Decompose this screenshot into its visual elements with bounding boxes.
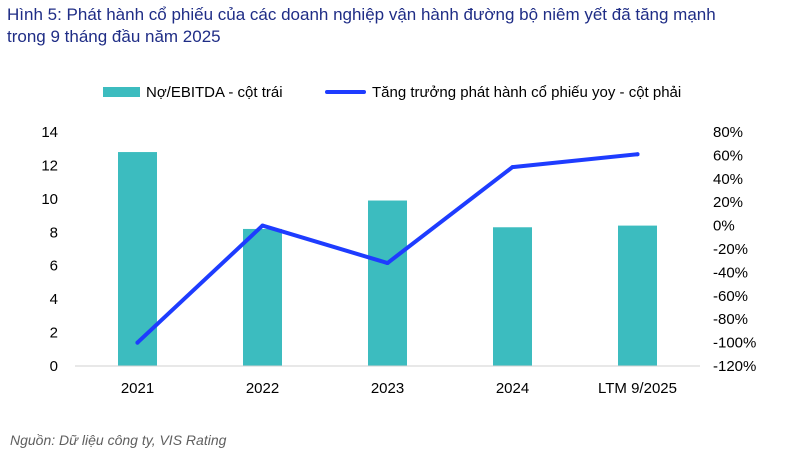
x-tick-label: LTM 9/2025 <box>598 380 677 397</box>
line-point-2024 <box>510 165 515 170</box>
left-tick-label: 10 <box>41 191 58 208</box>
left-axis: 0 2 4 6 8 10 12 14 <box>41 124 58 375</box>
bar-2023 <box>368 200 407 366</box>
right-axis: -120% -100% -80% -60% -40% -20% 0% 20% 40% 60% 80% <box>713 124 756 375</box>
left-tick-label: 14 <box>41 124 58 141</box>
right-tick-label: 60% <box>713 147 743 164</box>
figure-title-line-1: Hình 5: Phát hành cổ phiếu của các doanh… <box>7 5 716 24</box>
bar-ltm-9-2025 <box>618 225 657 366</box>
left-tick-label: 0 <box>50 358 58 375</box>
right-tick-label: -100% <box>713 335 756 352</box>
line-point-2023 <box>385 261 390 266</box>
right-tick-label: -80% <box>713 311 748 328</box>
figure-title-line-2: trong 9 tháng đầu năm 2025 <box>7 27 221 46</box>
left-tick-label: 12 <box>41 157 58 174</box>
line-point-ltm-9-2025 <box>635 152 640 157</box>
left-tick-label: 4 <box>50 291 58 308</box>
line-point-2021 <box>135 340 140 345</box>
right-tick-label: 0% <box>713 218 735 235</box>
x-tick-label: 2024 <box>496 380 529 397</box>
line-point-2022 <box>260 223 265 228</box>
x-tick-label: 2022 <box>246 380 279 397</box>
bar-2024 <box>493 227 532 366</box>
right-tick-label: -40% <box>713 264 748 281</box>
right-tick-label: 20% <box>713 194 743 211</box>
right-tick-label: -20% <box>713 241 748 258</box>
right-tick-label: -60% <box>713 288 748 305</box>
figure-title: Hình 5: Phát hành cổ phiếu của các doanh… <box>7 4 797 48</box>
bar-series <box>118 152 657 366</box>
line-series <box>135 152 640 345</box>
source-note: Nguồn: Dữ liệu công ty, VIS Rating <box>10 432 227 448</box>
x-tick-label: 2021 <box>121 380 154 397</box>
chart-legend: Nợ/EBITDA - cột trái Tăng trưởng phát hàn… <box>103 84 681 101</box>
x-axis: 2021 2022 2023 2024 LTM 9/2025 <box>121 380 677 397</box>
x-tick-label: 2023 <box>371 380 404 397</box>
right-tick-label: 40% <box>713 171 743 188</box>
right-tick-label: 80% <box>713 124 743 141</box>
legend-swatch-bar <box>103 87 140 97</box>
legend-label-bar: Nợ/EBITDA - cột trái <box>146 84 283 101</box>
bar-2021 <box>118 152 157 366</box>
left-tick-label: 2 <box>50 325 58 342</box>
right-tick-label: -120% <box>713 358 756 375</box>
left-tick-label: 8 <box>50 224 58 241</box>
legend-label-line: Tăng trưởng phát hành cổ phiếu yoy - cột… <box>372 84 681 101</box>
left-tick-label: 6 <box>50 258 58 275</box>
bar-2022 <box>243 228 282 366</box>
